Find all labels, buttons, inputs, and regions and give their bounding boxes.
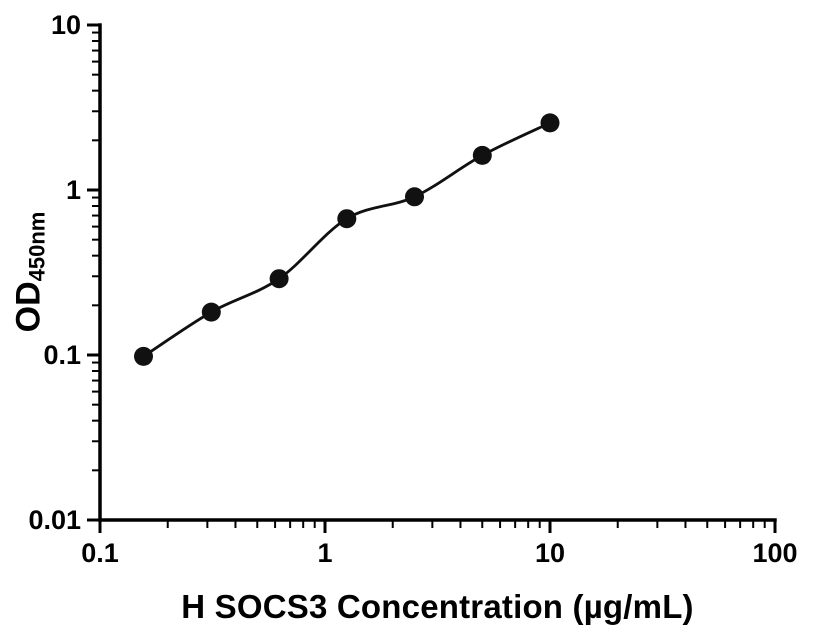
- x-tick-label: 10: [535, 538, 565, 568]
- y-tick-label: 1: [66, 175, 81, 205]
- data-point-marker: [472, 145, 492, 165]
- x-tick-label: 0.1: [81, 538, 119, 568]
- x-tick-label: 100: [752, 538, 797, 568]
- data-point-marker: [405, 187, 424, 207]
- data-point-marker: [337, 209, 357, 229]
- y-tick-label: 0.01: [28, 505, 81, 535]
- data-point-marker: [134, 346, 153, 366]
- x-axis-title: H SOCS3 Concentration (µg/mL): [181, 588, 694, 625]
- data-point-marker: [540, 113, 560, 133]
- data-point-marker: [269, 269, 289, 289]
- y-axis-title-subscript: 450nm: [24, 211, 50, 282]
- x-tick-label: 1: [317, 538, 332, 568]
- y-axis-title-main: OD: [9, 281, 48, 333]
- y-axis-title: OD450nm: [10, 212, 51, 333]
- y-tick-label: 10: [51, 10, 81, 40]
- y-tick-label: 0.1: [43, 340, 81, 370]
- data-point-marker: [201, 302, 221, 322]
